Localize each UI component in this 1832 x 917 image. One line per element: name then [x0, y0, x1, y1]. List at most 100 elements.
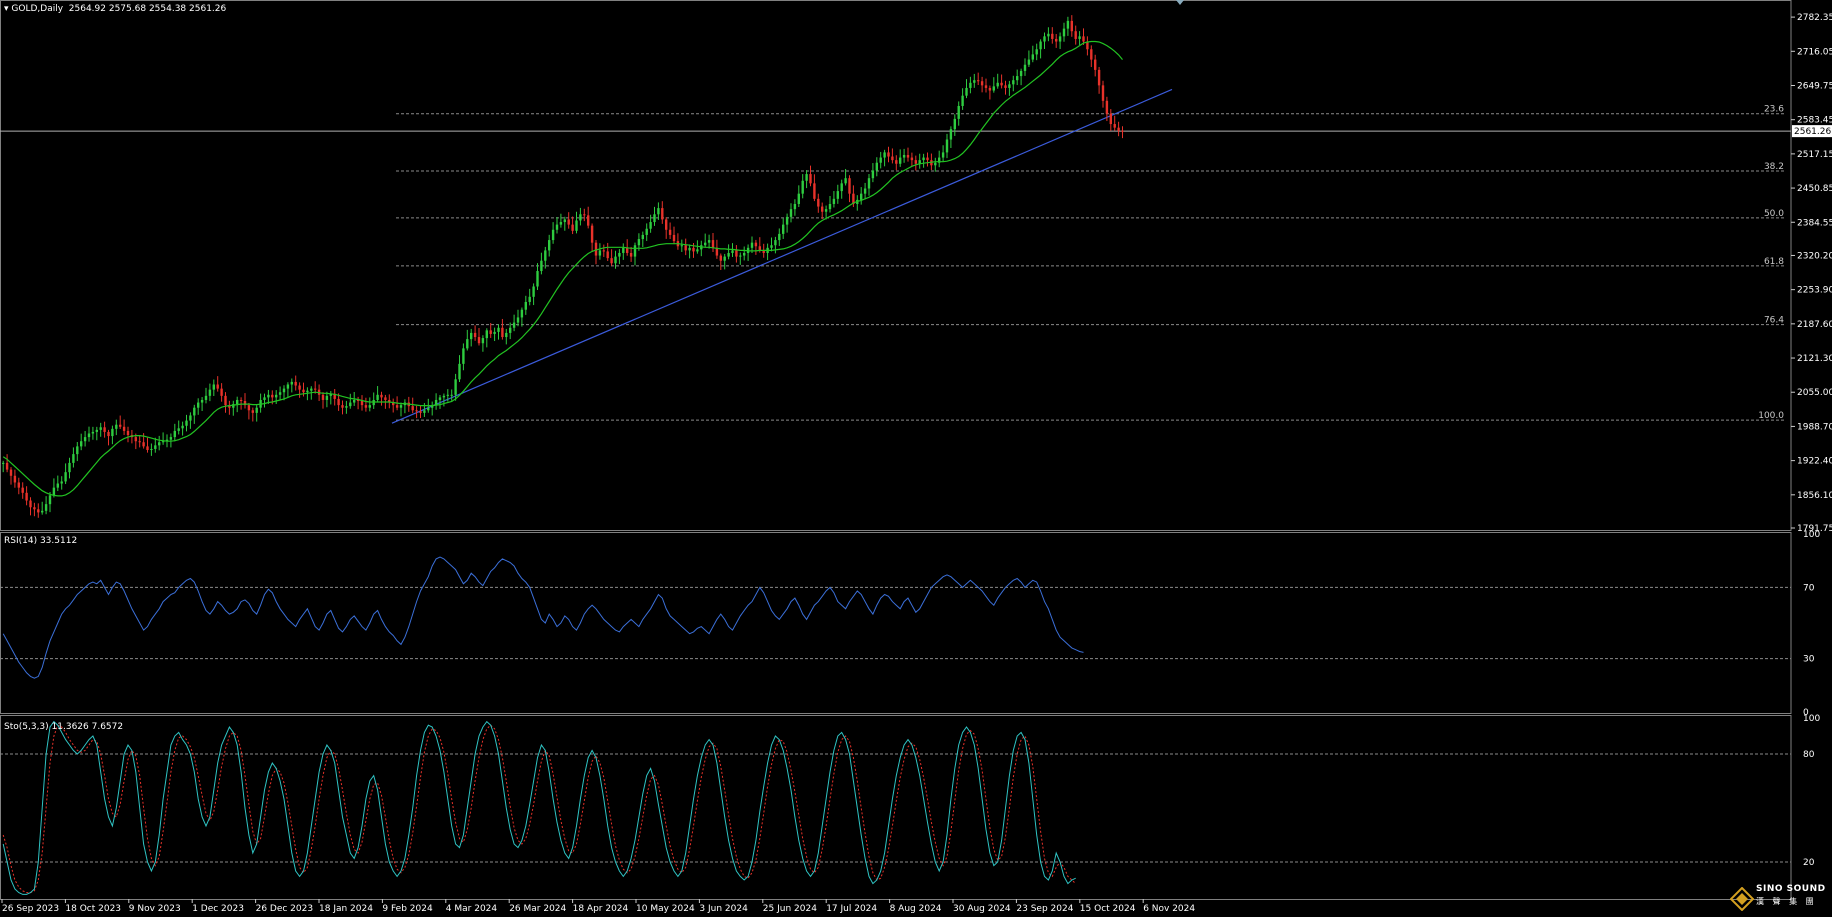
candle-body: [353, 399, 356, 403]
candle-body: [142, 442, 145, 447]
candle-body: [739, 255, 742, 257]
candle-body: [879, 157, 882, 163]
candle-body: [1031, 54, 1034, 60]
candle-body: [392, 402, 395, 406]
candle-body: [44, 504, 48, 511]
stoch-tick-label: 20: [1803, 858, 1815, 868]
candle-body: [813, 183, 816, 199]
candle-body: [1109, 113, 1112, 125]
price-tick-label: 2583.45: [1797, 116, 1832, 126]
candle-body: [743, 252, 746, 256]
price-tick-label: 1856.10: [1797, 491, 1832, 501]
candle-body: [988, 87, 992, 91]
candle-body: [1016, 76, 1019, 81]
candle-body: [622, 247, 625, 253]
candle-body: [193, 407, 196, 416]
candle-body: [953, 118, 956, 130]
candle-body: [239, 399, 243, 401]
current-price-label: 2561.26: [1794, 127, 1831, 137]
candle-body: [583, 214, 586, 216]
candle-body: [423, 410, 426, 413]
candle-body: [793, 203, 797, 210]
candle-body: [126, 430, 130, 436]
candle-body: [306, 390, 309, 393]
candle-body: [60, 481, 63, 484]
candle-body: [52, 487, 56, 496]
candle-body: [957, 105, 960, 119]
candle-body: [278, 392, 282, 395]
candle-body: [329, 393, 332, 396]
collapse-icon[interactable]: ▾: [4, 4, 9, 14]
candle-body: [735, 250, 738, 257]
candle-body: [1019, 70, 1023, 77]
candle-body: [575, 220, 578, 231]
candle-body: [532, 286, 535, 297]
candle-body: [817, 198, 820, 207]
candle-body: [368, 405, 371, 408]
date-tick-label: 1 Dec 2023: [192, 904, 244, 914]
candle-body: [910, 157, 914, 161]
candle-body: [13, 475, 17, 483]
candle-body: [431, 405, 434, 408]
price-tick-label: 2384.55: [1797, 218, 1832, 228]
candle-body: [224, 395, 227, 406]
candle-body: [828, 203, 832, 210]
candle-body: [758, 246, 761, 251]
candle-body: [29, 500, 32, 508]
price-tick-label: 1791.75: [1797, 524, 1832, 534]
candle-body: [146, 446, 149, 450]
candle-body: [294, 381, 297, 386]
rsi-tick-label: 0: [1803, 708, 1809, 718]
candle-body: [1051, 33, 1054, 39]
stoch-tick-label: 80: [1803, 750, 1815, 760]
candle-body: [977, 80, 980, 82]
candle-body: [520, 309, 524, 318]
candle-body: [388, 399, 391, 403]
candle-body: [840, 183, 843, 192]
candle-body: [1121, 130, 1124, 132]
candle-body: [310, 388, 313, 391]
candle-body: [821, 206, 824, 212]
candle-body: [715, 247, 719, 256]
candle-body: [594, 242, 598, 256]
candle-body: [938, 157, 941, 163]
candle-body: [255, 407, 258, 413]
candle-body: [524, 301, 527, 310]
candle-body: [731, 250, 734, 253]
candle-body: [228, 405, 231, 408]
candle-body: [750, 242, 754, 248]
candle-body: [290, 381, 293, 385]
candle-body: [415, 410, 418, 412]
candle-body: [76, 446, 79, 455]
candle-body: [782, 224, 785, 234]
candle-body: [1082, 36, 1085, 42]
price-tick-label: 2450.85: [1797, 184, 1832, 194]
candle-body: [684, 245, 687, 251]
candle-body: [41, 510, 44, 513]
logo-text: SINO SOUND: [1756, 884, 1826, 894]
candle-body: [899, 157, 902, 164]
candle-body: [185, 420, 188, 426]
price-tick-label: 2187.60: [1797, 320, 1832, 330]
candle-body: [563, 219, 566, 223]
candle-body: [914, 160, 917, 164]
candle-body: [551, 229, 555, 241]
candle-body: [1000, 82, 1003, 86]
candle-body: [688, 247, 691, 251]
candle-body: [72, 454, 75, 463]
candle-body: [80, 441, 83, 447]
candle-body: [360, 400, 364, 406]
candle-body: [1066, 20, 1070, 29]
date-tick-label: 9 Feb 2024: [382, 904, 433, 914]
candle-body: [99, 427, 102, 430]
candle-body: [509, 327, 512, 333]
candle-body: [212, 384, 215, 390]
candle-body: [836, 191, 839, 199]
date-tick-label: 10 May 2024: [636, 904, 695, 914]
candle-body: [789, 209, 793, 217]
candle-body: [665, 219, 668, 230]
candle-body: [1058, 36, 1062, 42]
candle-body: [232, 404, 235, 408]
candle-body: [1097, 69, 1101, 86]
candle-body: [668, 229, 672, 235]
